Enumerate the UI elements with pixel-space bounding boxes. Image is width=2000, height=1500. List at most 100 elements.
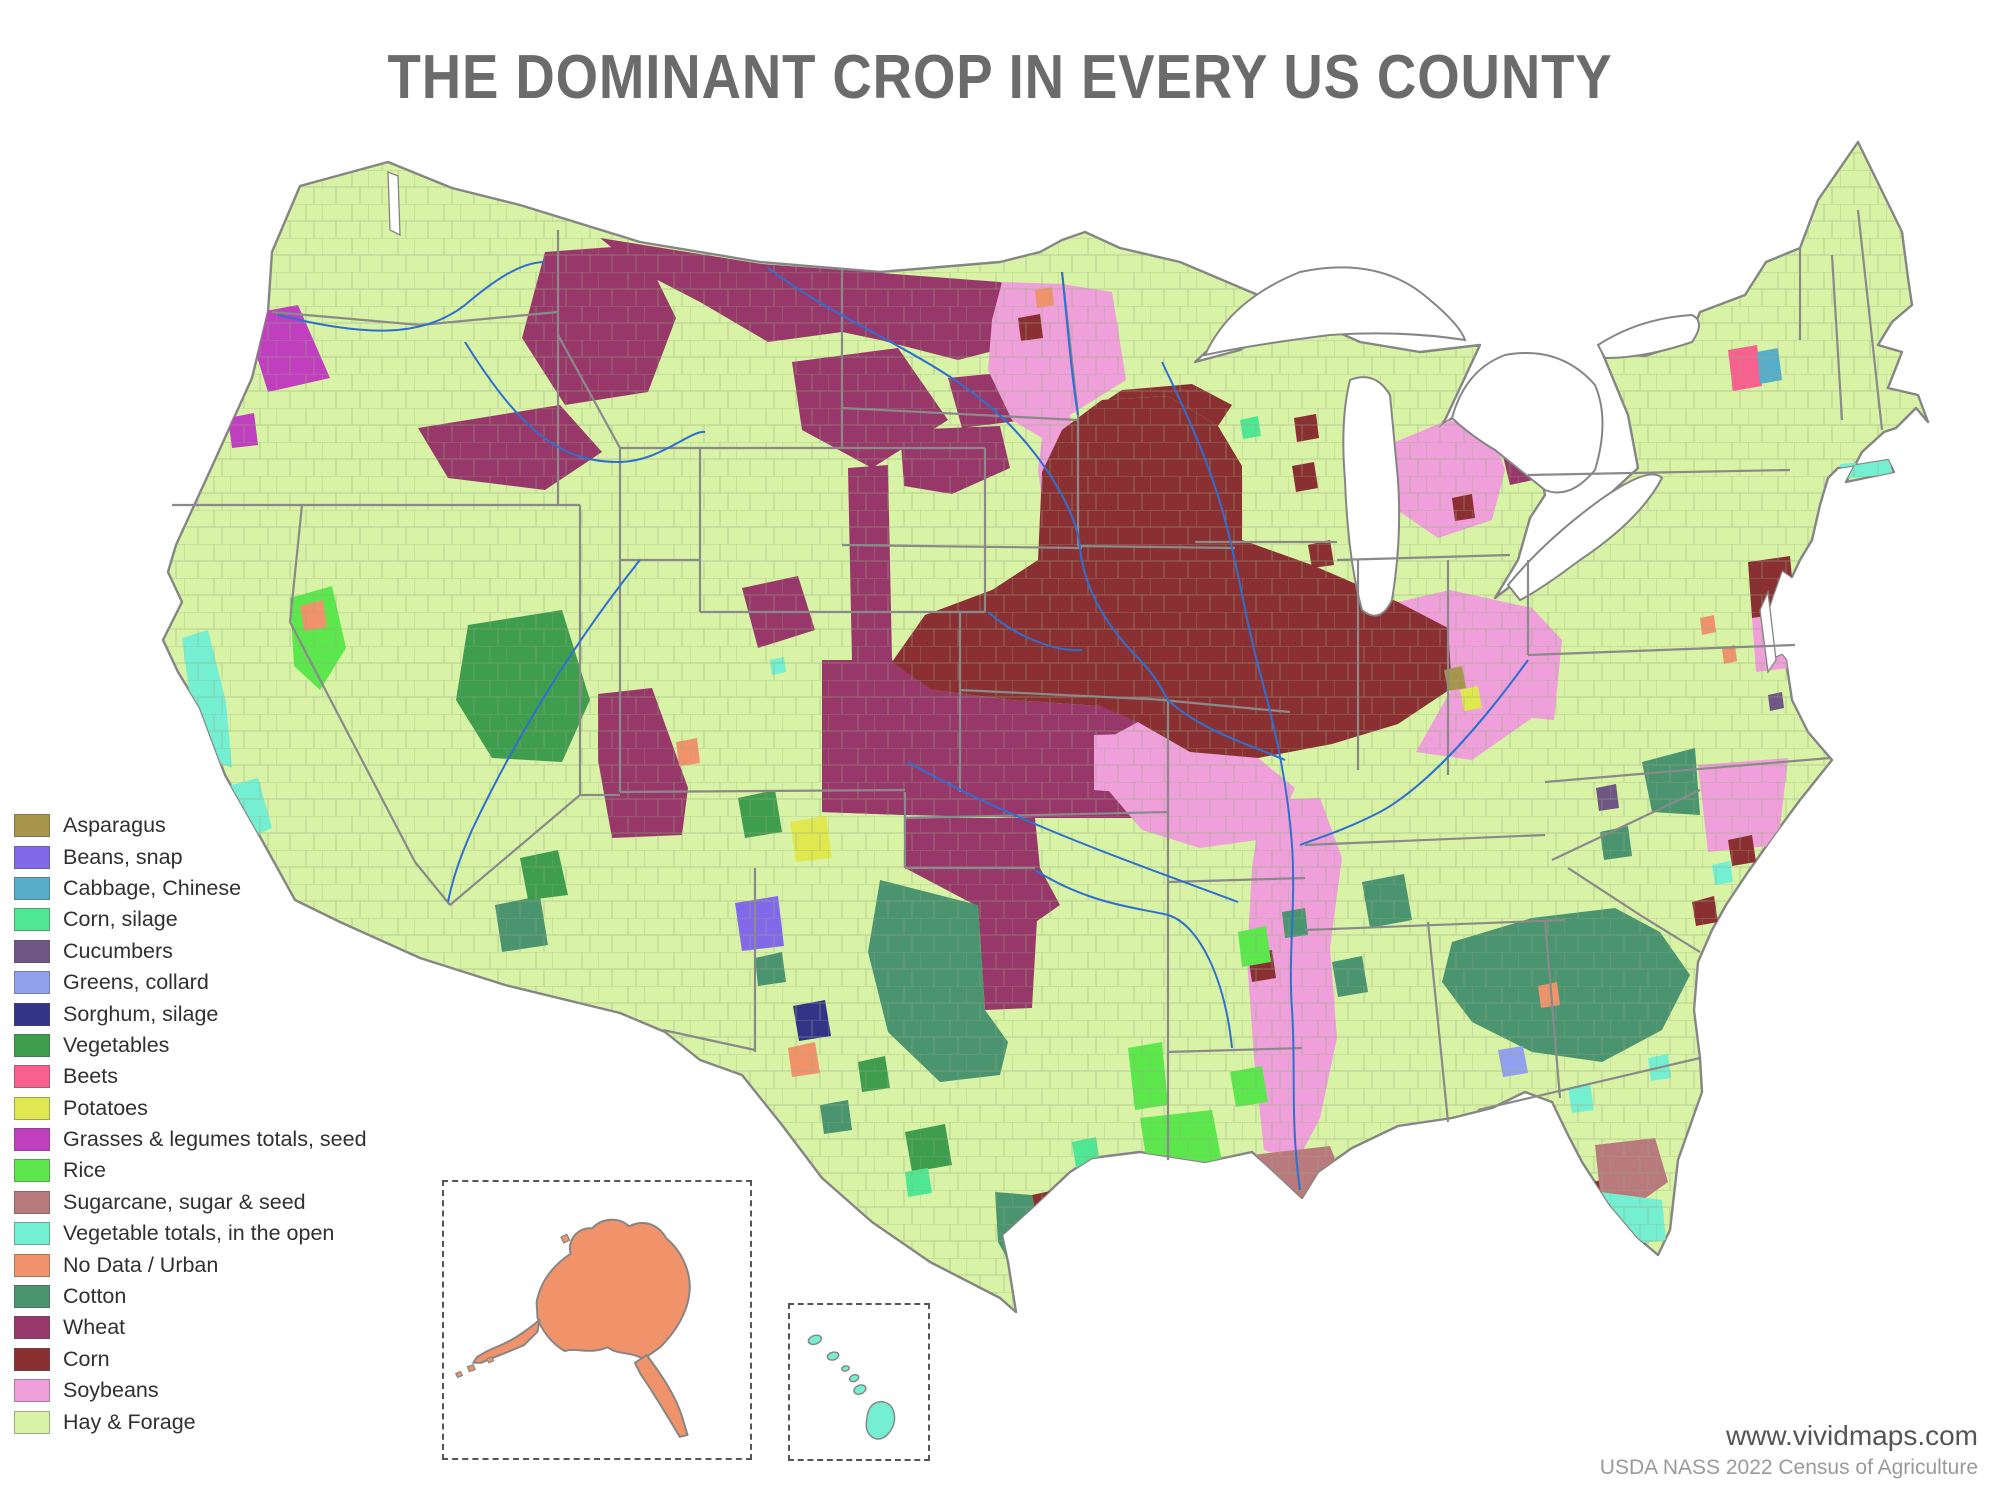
legend-label: Corn [63,1346,110,1371]
red-river [1034,869,1233,1049]
legend-swatch-sorghum_silage [14,1002,50,1026]
legend-swatch-greens_collard [14,971,50,995]
alaska-peninsula [472,1318,541,1364]
chesapeake-bay [1759,589,1777,674]
legend-item-sorghum_silage: Sorghum, silage [14,998,367,1029]
great-lakes [387,171,1777,674]
legend-item-greens_collard: Greens, collard [14,967,367,998]
state-borders [172,209,1884,1160]
legend-swatch-no_data_urban [14,1253,50,1277]
legend-label: Grasses & legumes totals, seed [63,1127,367,1152]
legend-label: Cabbage, Chinese [63,875,242,900]
legend-label: Wheat [63,1315,126,1340]
legend-item-vegetables: Vegetables [14,1030,367,1061]
county-patch [1795,595,1812,615]
legend-item-beets: Beets [14,1061,367,1092]
legend: Asparagus Beans, snap Cabbage, Chinese Corn… [14,810,367,1438]
legend-label: Potatoes [63,1095,148,1120]
lake-huron [1450,352,1604,494]
legend-item-vegetable_totals: Vegetable totals, in the open [14,1218,367,1249]
county-grid-overlay [163,142,1928,1312]
legend-item-beans_snap: Beans, snap [14,841,367,872]
snake-river [464,341,706,464]
legend-swatch-vegetable_totals [14,1222,50,1246]
legend-label: Sorghum, silage [63,1001,219,1026]
mississippi-river [1161,361,1301,1191]
legend-swatch-cabbage_chinese [14,876,50,900]
hawaii-island-kauai [807,1334,823,1346]
hawaii-map [807,1334,896,1440]
legend-swatch-potatoes [14,1096,50,1120]
legend-label: Asparagus [63,813,166,838]
legend-swatch-corn [14,1347,50,1371]
legend-swatch-vegetables [14,1033,50,1057]
platte-river [987,611,1083,652]
legend-item-rice: Rice [14,1155,367,1186]
alaska-mainland [535,1218,691,1360]
lake-michigan [1342,376,1401,617]
colorado-river [447,559,641,903]
legend-label: Greens, collard [63,970,209,995]
hawaii-island-big-island [865,1400,896,1440]
legend-item-cucumbers: Cucumbers [14,936,367,967]
legend-label: Soybeans [63,1378,159,1403]
legend-item-hay_forage: Hay & Forage [14,1406,367,1437]
legend-swatch-grasses_legumes [14,1128,50,1152]
legend-swatch-cucumbers [14,939,50,963]
ohio-river [1299,659,1529,846]
red-river-north [1061,271,1079,416]
legend-item-corn: Corn [14,1344,367,1375]
lake-erie [1506,473,1664,602]
legend-item-potatoes: Potatoes [14,1093,367,1124]
legend-swatch-asparagus [14,814,50,838]
alaska-panhandle [633,1354,689,1438]
lake-superior [1203,266,1467,357]
attribution-source: USDA NASS 2022 Census of Agriculture [1599,1456,1978,1479]
puget-sound [387,171,401,237]
legend-swatch-rice [14,1159,50,1183]
missouri-river [767,267,1286,761]
legend-swatch-hay_forage [14,1410,50,1434]
legend-item-wheat: Wheat [14,1312,367,1343]
legend-label: Vegetables [63,1032,170,1057]
county-patch [172,209,1884,1160]
legend-label: Cucumbers [63,938,173,963]
legend-swatch-soybeans [14,1379,50,1403]
legend-item-cotton: Cotton [14,1281,367,1312]
legend-label: Beans, snap [63,844,183,869]
alaska-inset [442,1180,752,1460]
legend-label: Rice [63,1158,107,1183]
legend-swatch-beans_snap [14,845,50,869]
rivers [277,261,1529,1191]
legend-item-grasses_legumes: Grasses & legumes totals, seed [14,1124,367,1155]
attribution-site: www.vividmaps.com [1725,1420,1978,1451]
legend-swatch-corn_silage [14,908,50,932]
page-title: THE DOMINANT CROP IN EVERY US COUNTY [387,43,1613,112]
legend-label: No Data / Urban [63,1252,219,1277]
legend-swatch-cotton [14,1285,50,1309]
legend-item-cabbage_chinese: Cabbage, Chinese [14,873,367,904]
lake-ontario [1596,313,1700,360]
crop-regions [163,142,1928,1312]
legend-label: Corn, silage [63,907,178,932]
legend-label: Hay & Forage [63,1409,196,1434]
alaska-map [455,1218,691,1438]
hawaii-island-maui [848,1373,860,1383]
legend-label: Vegetable totals, in the open [63,1221,335,1246]
legend-swatch-beets [14,1065,50,1089]
hawaii-island-molokai [841,1365,851,1372]
hawaii-inset [788,1303,930,1461]
hawaii-island-lanai [853,1384,867,1395]
columbia-river [277,261,546,332]
legend-swatch-sugarcane [14,1190,50,1214]
legend-item-corn_silage: Corn, silage [14,904,367,935]
legend-label: Cotton [63,1284,127,1309]
legend-item-sugarcane: Sugarcane, sugar & seed [14,1187,367,1218]
arkansas-river [907,761,1239,903]
legend-item-no_data_urban: No Data / Urban [14,1249,367,1280]
legend-item-soybeans: Soybeans [14,1375,367,1406]
hawaii-island-oahu [826,1351,840,1361]
attribution: www.vividmaps.com USDA NASS 2022 Census … [1600,1420,1978,1480]
legend-label: Sugarcane, sugar & seed [63,1189,306,1214]
